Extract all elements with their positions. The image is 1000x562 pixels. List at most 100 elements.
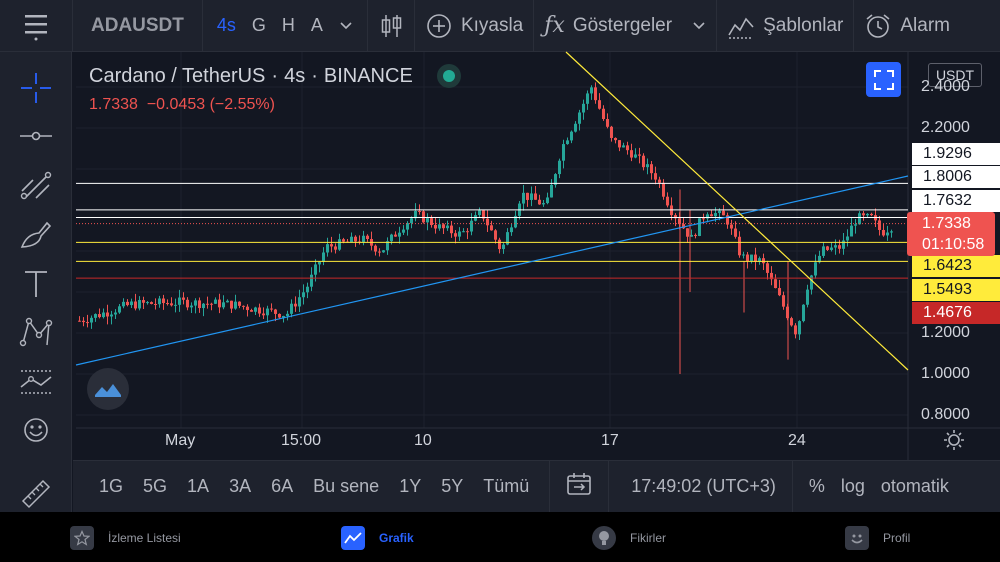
interval-a[interactable]: A (310, 15, 323, 35)
pattern-tool[interactable] (16, 312, 56, 352)
percent-scale-toggle[interactable]: % (808, 476, 825, 496)
menu-button[interactable] (0, 0, 72, 52)
horizontal-line-tool[interactable] (16, 116, 56, 156)
candle-body (798, 321, 801, 335)
fib-channel-icon (20, 171, 52, 200)
candle-body (210, 303, 213, 305)
drawing-toolbar (0, 52, 72, 512)
time-tick: 24 (788, 432, 806, 449)
tradingview-logo[interactable] (87, 368, 129, 410)
candle-body (110, 314, 113, 317)
candle-body (222, 302, 225, 308)
candle-body (90, 317, 93, 323)
legend-title-row: Cardano / TetherUS · 4s · BINANCE (89, 64, 461, 88)
range-5y[interactable]: 5Y (441, 476, 464, 496)
range-1a[interactable]: 1A (187, 476, 210, 496)
candle-body (98, 314, 101, 318)
range-6a[interactable]: 6A (271, 476, 294, 496)
nav-watchlist[interactable]: İzleme Listesi (70, 526, 181, 550)
level-label[interactable]: 1.5493 (912, 279, 1000, 301)
timezone-clock[interactable]: 17:49:02 (UTC+3) (631, 476, 776, 496)
level-label[interactable]: 1.6423 (912, 255, 1000, 277)
fullscreen-button[interactable] (866, 62, 901, 97)
level-label[interactable]: 1.9296 (912, 143, 1000, 165)
bottom-navigation: İzleme Listesi Grafik Fikirler Profil (0, 512, 1000, 562)
text-icon (25, 271, 47, 297)
bottom-toolbar: 1G 5G 1A 3A 6A Bu sene 1Y 5Y Tümü 17:49:… (73, 460, 1000, 513)
market-status-icon[interactable] (436, 64, 461, 88)
time-tick: 15:00 (281, 432, 322, 449)
candle-body (502, 244, 505, 250)
interval-4s[interactable]: 4s (216, 15, 236, 35)
chart-settings-button[interactable] (942, 428, 966, 457)
fib-tool[interactable] (16, 164, 56, 204)
candle-body (278, 313, 281, 318)
alarm-button[interactable]: Alarm (854, 0, 960, 52)
candle-body (870, 213, 873, 216)
candle-body (250, 310, 253, 312)
candle-body (262, 313, 265, 316)
range-1y[interactable]: 1Y (399, 476, 422, 496)
candle-body (150, 302, 153, 304)
price-tick: 1.2000 (921, 324, 970, 341)
compare-button[interactable]: Kıyasla (415, 0, 533, 52)
candle-body (578, 112, 581, 124)
candle-body (566, 140, 569, 145)
candle-body (466, 231, 469, 233)
measure-tool[interactable] (16, 472, 56, 512)
candle-body (162, 298, 165, 304)
prediction-tool[interactable] (16, 362, 56, 402)
goto-date-button[interactable] (550, 471, 608, 502)
nav-ideas[interactable]: Fikirler (592, 526, 666, 550)
currency-button[interactable]: USDT (928, 63, 982, 87)
gear-icon (944, 430, 964, 450)
candle-body (558, 160, 561, 175)
text-tool[interactable] (16, 264, 56, 304)
interval-h[interactable]: H (281, 15, 295, 35)
candle-body (190, 305, 193, 308)
hamburger-icon (25, 14, 47, 40)
level-label[interactable]: 1.8006 (912, 166, 1000, 188)
candle-body (806, 289, 809, 305)
range-ytd[interactable]: Bu sene (313, 476, 380, 496)
level-value: 1.6423 (923, 257, 972, 274)
calendar-arrow-icon (567, 473, 592, 495)
candle-body (622, 145, 625, 148)
range-all[interactable]: Tümü (483, 476, 530, 496)
candle-body (654, 173, 657, 180)
chart-type-button[interactable] (368, 0, 414, 52)
candle-body (430, 218, 433, 226)
indicators-button[interactable]: ƒx Göstergeler (534, 0, 716, 52)
range-3a[interactable]: 3A (229, 476, 252, 496)
level-label[interactable]: 1.4676 (912, 302, 1000, 324)
candle-body (310, 274, 313, 287)
candle-body (746, 254, 749, 261)
candle-body (134, 301, 137, 309)
crosshair-tool[interactable] (16, 68, 56, 108)
brush-tool[interactable] (16, 214, 56, 254)
separator (533, 0, 535, 52)
chart-line-icon (341, 526, 365, 550)
range-1g[interactable]: 1G (99, 476, 124, 496)
candle-body (246, 306, 249, 311)
candle-body (194, 300, 197, 306)
candle-body (698, 218, 701, 236)
emoji-tool[interactable] (16, 410, 56, 450)
templates-button[interactable]: Şablonlar (717, 0, 853, 52)
candle-body (126, 301, 129, 306)
candle-body (742, 254, 745, 256)
log-scale-toggle[interactable]: log (840, 476, 865, 496)
nav-profile[interactable]: Profil (845, 526, 910, 550)
candle-body (226, 300, 229, 303)
candle-body (738, 236, 741, 256)
nav-chart[interactable]: Grafik (341, 526, 414, 550)
candlestick-series (78, 82, 893, 374)
interval-g[interactable]: G (251, 15, 266, 35)
range-5g[interactable]: 5G (143, 476, 168, 496)
auto-scale-toggle[interactable]: otomatik (880, 476, 949, 496)
candle-body (878, 220, 881, 230)
level-label[interactable]: 1.7632 (912, 190, 1000, 212)
symbol-search-button[interactable]: ADAUSDT (91, 14, 184, 36)
interval-dropdown[interactable] (331, 21, 361, 31)
